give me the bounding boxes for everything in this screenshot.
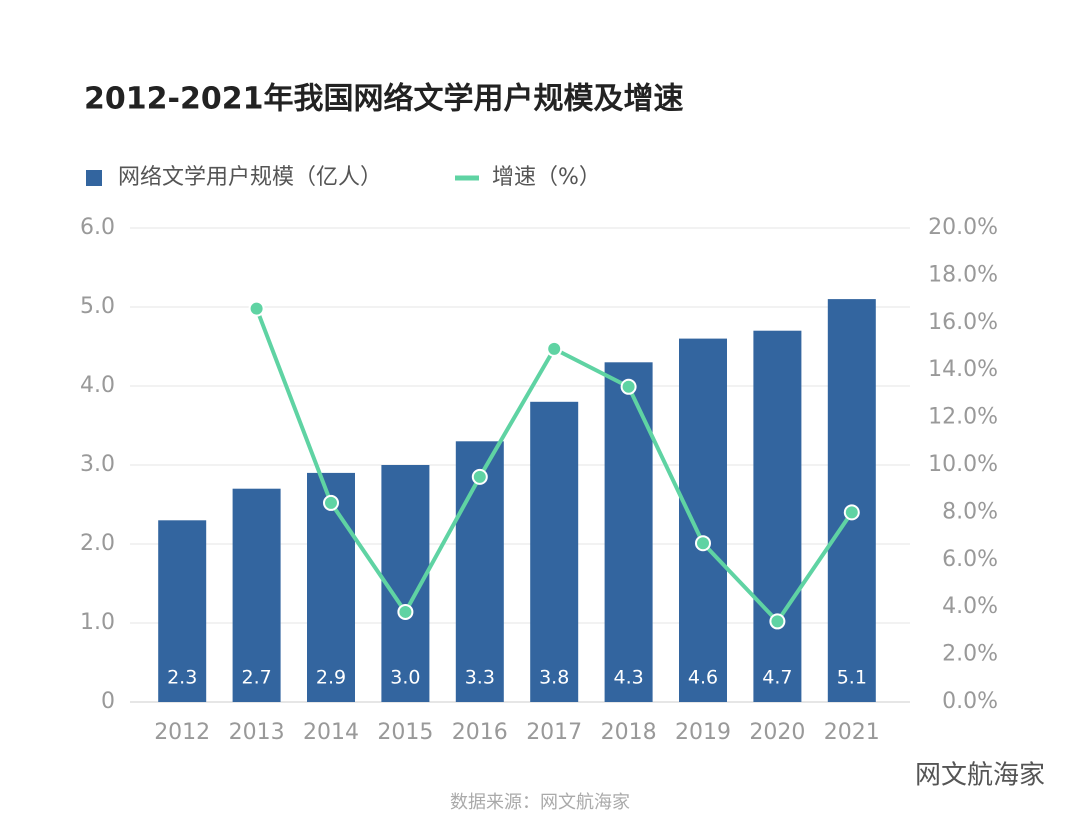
y2-tick-label: 8.0% (942, 499, 998, 524)
bar (827, 299, 876, 702)
y2-tick-label: 12.0% (928, 405, 998, 430)
y2-tick-label: 0.0% (942, 689, 998, 714)
legend-swatch (86, 170, 102, 186)
bar (232, 488, 281, 702)
y2-tick-label: 18.0% (928, 262, 998, 287)
data-label: 3.3 (465, 667, 495, 689)
x-tick-label: 2014 (303, 720, 359, 745)
y2-tick-label: 2.0% (942, 642, 998, 667)
chart-title: 2012-2021年我国网络文学用户规模及增速 (84, 82, 683, 117)
bar (753, 330, 802, 702)
data-label: 5.1 (837, 667, 867, 689)
line-point (769, 613, 786, 630)
legend-label: 网络文学用户规模（亿人） (118, 165, 382, 190)
watermark: 网文航海家 (915, 761, 1045, 791)
bar (158, 520, 207, 702)
x-tick-label: 2021 (824, 720, 880, 745)
data-label: 3.0 (390, 667, 420, 689)
data-label: 4.3 (613, 667, 643, 689)
x-tick-label: 2019 (675, 720, 731, 745)
data-label: 4.7 (762, 667, 792, 689)
x-tick-label: 2020 (749, 720, 805, 745)
y2-tick-label: 14.0% (928, 357, 998, 382)
line-point (323, 494, 339, 511)
y2-tick-label: 20.0% (928, 215, 998, 240)
y-tick-label: 2.0 (80, 531, 115, 556)
data-label: 2.9 (316, 667, 346, 689)
line-point (397, 603, 414, 620)
data-label: 3.8 (539, 667, 569, 689)
bar (604, 362, 653, 702)
x-tick-label: 2013 (229, 720, 285, 745)
line-point (248, 300, 265, 317)
bar (307, 472, 355, 702)
y2-tick-label: 10.0% (928, 452, 998, 477)
x-tick-label: 2016 (452, 720, 508, 745)
x-tick-label: 2015 (377, 720, 433, 745)
y-tick-label: 4.0 (80, 373, 115, 398)
legend-label: 增速（%） (492, 165, 601, 190)
bar (679, 338, 727, 702)
line-point (546, 340, 563, 357)
line-point (471, 468, 488, 485)
data-label: 2.7 (241, 667, 271, 689)
bar (530, 401, 579, 702)
y-tick-label: 5.0 (80, 294, 115, 319)
data-label: 2.3 (167, 667, 197, 689)
source: 数据来源：网文航海家 (450, 792, 630, 813)
x-tick-label: 2018 (601, 720, 657, 745)
y-tick-label: 0 (101, 689, 115, 714)
line-point (843, 504, 860, 521)
y-tick-label: 3.0 (80, 452, 115, 477)
line-point (620, 378, 637, 395)
y-tick-label: 1.0 (80, 610, 115, 635)
y2-tick-label: 16.0% (928, 310, 998, 335)
y-tick-label: 6.0 (80, 215, 115, 240)
y2-tick-label: 6.0% (942, 547, 998, 572)
y2-tick-label: 4.0% (942, 594, 998, 619)
line-point (695, 535, 711, 552)
data-label: 4.6 (688, 667, 718, 689)
x-tick-label: 2017 (526, 720, 582, 745)
x-tick-label: 2012 (154, 720, 210, 745)
